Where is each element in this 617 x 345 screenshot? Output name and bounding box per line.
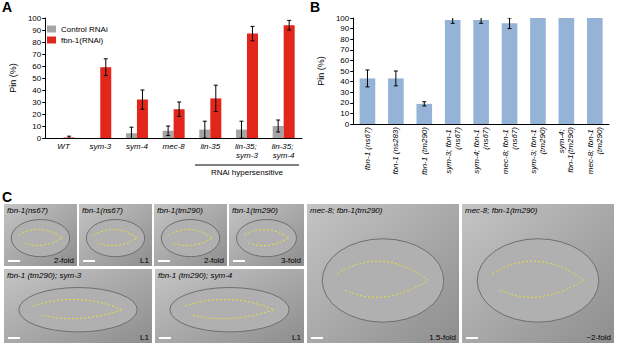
- svg-text:2-fold: 2-fold: [204, 256, 224, 265]
- svg-text:80: 80: [340, 35, 349, 44]
- svg-text:Control RNAi: Control RNAi: [61, 25, 108, 34]
- svg-text:mec-8: mec-8: [163, 142, 186, 151]
- svg-text:70: 70: [340, 45, 349, 54]
- svg-text:fbn-1(ns67): fbn-1(ns67): [82, 206, 123, 215]
- svg-text:20: 20: [32, 110, 41, 119]
- svg-text:2-fold: 2-fold: [54, 256, 74, 265]
- svg-text:3-fold: 3-fold: [281, 256, 301, 265]
- svg-text:sym-4: sym-4: [126, 142, 148, 151]
- svg-text:L1: L1: [140, 333, 149, 342]
- svg-text:sym-3: sym-3: [236, 151, 258, 160]
- svg-text:B: B: [310, 0, 320, 15]
- svg-text:C: C: [2, 190, 12, 205]
- svg-text:mec-8; fbn-1(tm290): mec-8; fbn-1(tm290): [465, 206, 538, 215]
- svg-text:mec-8; fbn-1: mec-8; fbn-1: [586, 127, 595, 174]
- svg-text:0: 0: [37, 134, 42, 143]
- svg-text:L1: L1: [140, 256, 149, 265]
- svg-text:sym-4;: sym-4;: [557, 127, 566, 153]
- svg-text:sym-3: sym-3: [89, 142, 111, 151]
- svg-text:(tm290): (tm290): [538, 127, 547, 155]
- svg-text:A: A: [2, 0, 12, 15]
- svg-text:sym-3; fbn-1: sym-3; fbn-1: [444, 127, 453, 174]
- svg-text:sym-4: sym-4: [273, 151, 295, 160]
- svg-text:30: 30: [340, 88, 349, 97]
- svg-text:lin-35;: lin-35;: [272, 142, 296, 151]
- svg-text:L1: L1: [292, 333, 301, 342]
- svg-text:~2-fold: ~2-fold: [586, 333, 611, 342]
- svg-text:RNAi hypersensitive: RNAi hypersensitive: [211, 168, 284, 177]
- svg-text:10: 10: [32, 122, 41, 131]
- svg-text:fbn-1(tm290): fbn-1(tm290): [157, 206, 203, 215]
- svg-text:lin-35;: lin-35;: [235, 142, 259, 151]
- svg-text:100: 100: [336, 14, 350, 23]
- svg-text:(ns67): (ns67): [453, 127, 462, 150]
- svg-text:10: 10: [340, 109, 349, 118]
- svg-text:50: 50: [32, 74, 41, 83]
- svg-text:40: 40: [340, 77, 349, 86]
- svg-text:90: 90: [340, 24, 349, 33]
- svg-text:40: 40: [32, 86, 41, 95]
- svg-text:fbn-1(ns67): fbn-1(ns67): [7, 206, 48, 215]
- svg-text:20: 20: [340, 98, 349, 107]
- svg-text:100: 100: [28, 14, 42, 23]
- svg-text:50: 50: [340, 67, 349, 76]
- svg-text:60: 60: [32, 62, 41, 71]
- svg-text:fbn-1 (ns67): fbn-1 (ns67): [363, 127, 372, 170]
- svg-text:30: 30: [32, 98, 41, 107]
- svg-text:fbn-1(tm290): fbn-1(tm290): [566, 127, 575, 173]
- svg-text:fbn-1 (tm290); sym-3: fbn-1 (tm290); sym-3: [7, 271, 82, 280]
- svg-text:mec-8; fbn-1(tm290): mec-8; fbn-1(tm290): [310, 206, 383, 215]
- svg-text:Pin (%): Pin (%): [316, 56, 326, 86]
- svg-text:fbn-1(tm290): fbn-1(tm290): [232, 206, 278, 215]
- svg-text:fbn-1 (tm290): fbn-1 (tm290): [420, 127, 429, 175]
- svg-text:60: 60: [340, 56, 349, 65]
- svg-text:Pin (%): Pin (%): [8, 63, 18, 93]
- svg-text:lin-35: lin-35: [201, 142, 221, 151]
- svg-text:0: 0: [345, 120, 350, 129]
- svg-text:70: 70: [32, 50, 41, 59]
- svg-text:WT: WT: [57, 142, 71, 151]
- svg-text:(tm290): (tm290): [595, 127, 604, 155]
- svg-text:sym-4; fbn-1: sym-4; fbn-1: [472, 127, 481, 174]
- svg-text:1.5-fold: 1.5-fold: [429, 333, 456, 342]
- svg-text:fbn-1(RNAi): fbn-1(RNAi): [61, 36, 104, 45]
- svg-text:(ns67): (ns67): [510, 127, 519, 150]
- svg-text:mec-8; fbn-1: mec-8; fbn-1: [501, 127, 510, 174]
- svg-text:sym-3; fbn-1: sym-3; fbn-1: [529, 127, 538, 174]
- svg-text:fbn-1 (tm290); sym-4: fbn-1 (tm290); sym-4: [158, 271, 233, 280]
- svg-text:(ns67): (ns67): [481, 127, 490, 150]
- svg-text:fbn-1 (ns283): fbn-1 (ns283): [391, 127, 400, 175]
- svg-text:80: 80: [32, 38, 41, 47]
- svg-text:90: 90: [32, 26, 41, 35]
